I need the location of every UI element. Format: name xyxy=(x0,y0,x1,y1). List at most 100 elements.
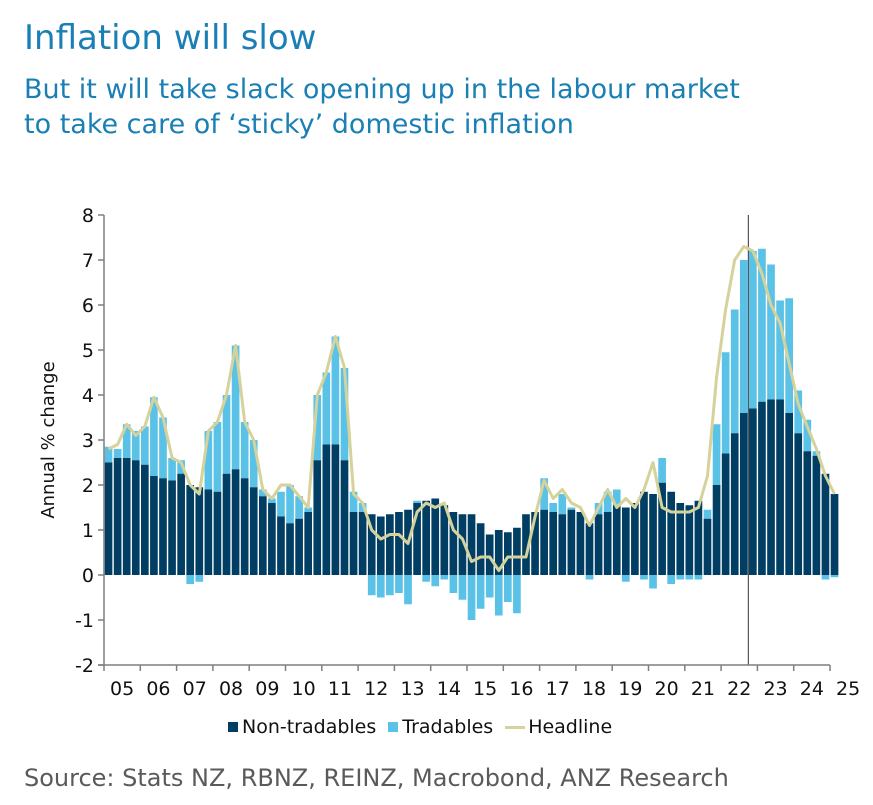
non-tradables-bar xyxy=(195,487,204,575)
x-tick-label: 16 xyxy=(509,678,533,700)
non-tradables-bar xyxy=(585,523,594,575)
tradables-bar xyxy=(295,496,303,519)
non-tradables-bar xyxy=(504,532,512,575)
tradables-bar xyxy=(449,575,458,593)
non-tradables-bar xyxy=(522,514,530,575)
non-tradables-bar xyxy=(159,478,167,575)
legend-item-tradables: Tradables xyxy=(388,716,493,738)
non-tradables-bar xyxy=(758,401,766,575)
non-tradables-bar xyxy=(549,512,558,575)
legend-label-tradables: Tradables xyxy=(402,716,494,738)
x-tick-label: 08 xyxy=(219,678,243,700)
legend-label-non-tradables: Non-tradables xyxy=(242,716,377,738)
tradables-bar xyxy=(549,503,558,512)
non-tradables-bar xyxy=(685,505,694,575)
tradables-bar xyxy=(122,424,131,458)
non-tradables-bar xyxy=(658,482,666,575)
x-tick-label: 19 xyxy=(618,678,642,700)
non-tradables-bar xyxy=(249,487,258,575)
tradables-bar xyxy=(558,494,567,515)
y-tick-label: -2 xyxy=(75,655,94,677)
non-tradables-bar xyxy=(803,451,812,575)
non-tradables-bar xyxy=(449,512,458,575)
tradables-bar xyxy=(694,575,703,580)
headline-swatch xyxy=(505,725,526,729)
non-tradables-bar xyxy=(313,460,322,575)
tradables-bar xyxy=(159,417,167,479)
tradables-bar xyxy=(767,264,775,400)
tradables-bar xyxy=(703,509,712,519)
legend-label-headline: Headline xyxy=(528,716,613,738)
y-tick-label: 6 xyxy=(82,295,94,317)
non-tradables-bar xyxy=(231,469,240,575)
tradables-bar xyxy=(467,575,476,620)
non-tradables-bar xyxy=(621,507,630,575)
tradables-bar xyxy=(367,575,376,596)
non-tradables-swatch xyxy=(228,722,238,732)
non-tradables-bar xyxy=(286,523,294,575)
non-tradables-bar xyxy=(122,458,131,575)
tradables-bar xyxy=(204,431,213,490)
tradables-bar xyxy=(186,575,195,584)
tradables-bar xyxy=(268,498,276,503)
non-tradables-bar xyxy=(594,514,603,575)
tradables-bar xyxy=(540,478,548,510)
non-tradables-bar xyxy=(467,514,476,575)
non-tradables-bar xyxy=(631,503,639,575)
tradables-bar xyxy=(141,426,149,465)
non-tradables-bar xyxy=(331,444,340,575)
tradables-bar xyxy=(730,309,739,434)
tradables-bar xyxy=(340,368,349,461)
tradables-bar xyxy=(485,575,494,598)
tradables-bar xyxy=(413,500,421,503)
tradables-bar xyxy=(803,419,812,452)
x-tick-label: 05 xyxy=(110,678,134,700)
non-tradables-bar xyxy=(494,530,503,575)
non-tradables-bar xyxy=(104,462,113,575)
tradables-bar xyxy=(240,422,249,479)
y-tick-label: 2 xyxy=(82,475,94,497)
tradables-bar xyxy=(649,575,657,589)
tradables-bar xyxy=(422,575,430,582)
x-tick-label: 25 xyxy=(836,678,860,700)
x-tick-label: 22 xyxy=(727,678,751,700)
non-tradables-bar xyxy=(268,503,276,575)
x-tick-label: 13 xyxy=(400,678,424,700)
y-tick-label: 0 xyxy=(82,565,94,587)
tradables-bar xyxy=(150,397,158,476)
tradables-bar xyxy=(386,575,394,596)
y-axis-title: Annual % change xyxy=(38,361,59,518)
tradables-bar xyxy=(621,575,630,582)
non-tradables-bar xyxy=(749,408,757,575)
x-tick-label: 21 xyxy=(691,678,715,700)
tradables-bar xyxy=(749,251,757,409)
y-axis: -2 -1 0 1 2 3 4 5 6 7 8 xyxy=(75,205,105,677)
tradables-bar xyxy=(785,298,793,413)
non-tradables-bar xyxy=(785,413,793,575)
non-tradables-bar xyxy=(458,514,467,575)
tradables-bars xyxy=(104,248,839,620)
tradables-bar xyxy=(721,352,730,454)
x-axis: 05 06 07 08 09 10 11 12 13 14 15 16 17 18 19 20 21 22 23 24… xyxy=(98,664,860,700)
non-tradables-bar xyxy=(277,516,285,575)
tradables-bar xyxy=(331,336,340,445)
x-tick-label: 17 xyxy=(546,678,570,700)
non-tradables-bar xyxy=(177,473,185,575)
non-tradables-bar xyxy=(395,512,403,575)
y-tick-label: 1 xyxy=(82,520,94,542)
non-tradables-bar xyxy=(612,505,621,575)
non-tradables-bar xyxy=(349,512,358,575)
non-tradables-bar xyxy=(567,509,576,575)
non-tradables-bar xyxy=(304,512,313,575)
tradables-bar xyxy=(476,575,485,609)
x-tick-label: 11 xyxy=(328,678,352,700)
non-tradables-bar xyxy=(422,500,430,575)
tradables-bar xyxy=(685,575,694,580)
tradables-bar xyxy=(349,491,358,512)
y-tick-label: 4 xyxy=(82,385,94,407)
non-tradables-bar xyxy=(667,491,676,575)
tradables-bar xyxy=(131,431,140,461)
tradables-bar xyxy=(667,575,676,584)
tradables-bar xyxy=(603,491,612,512)
tradables-bar xyxy=(794,390,803,434)
